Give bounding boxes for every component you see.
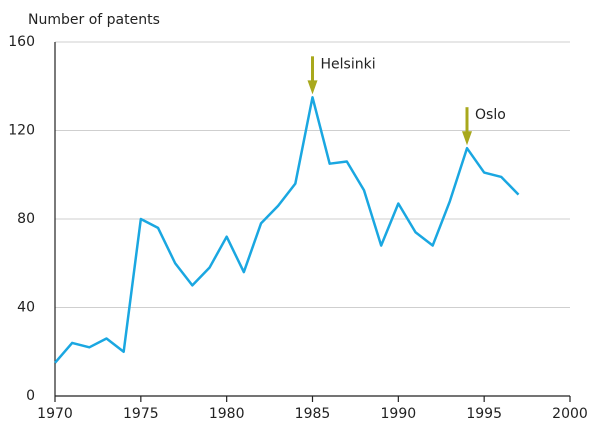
x-tick-label: 1970 bbox=[37, 406, 73, 422]
x-tick-label: 1985 bbox=[295, 406, 331, 422]
y-tick-label: 160 bbox=[8, 34, 35, 50]
annotation-label: Oslo bbox=[475, 107, 506, 123]
x-tick-label: 1995 bbox=[466, 406, 502, 422]
y-tick-label: 40 bbox=[17, 300, 35, 316]
x-tick-label: 1975 bbox=[123, 406, 159, 422]
x-tick-label: 1990 bbox=[381, 406, 417, 422]
y-axis-label: Number of patents bbox=[28, 12, 160, 28]
x-tick-label: 1980 bbox=[209, 406, 245, 422]
y-tick-label: 120 bbox=[8, 123, 35, 139]
line bbox=[54, 96, 520, 364]
y-tick-label: 80 bbox=[17, 211, 35, 227]
annotation-arrow-head bbox=[307, 80, 318, 95]
annotation-label: Helsinki bbox=[321, 56, 376, 72]
x-tick-label: 2000 bbox=[552, 406, 588, 422]
y-tick-label: 0 bbox=[26, 388, 35, 404]
annotation-arrow-head bbox=[462, 131, 472, 146]
